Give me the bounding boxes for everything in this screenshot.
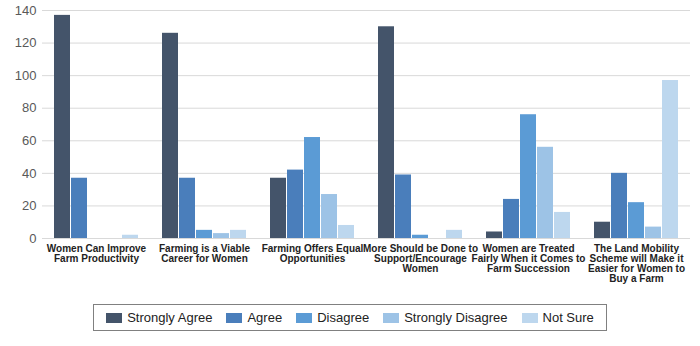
html-text:Strongly Disagree: Strongly Disagree — [404, 310, 508, 325]
svg-text:60: 60 — [22, 133, 36, 148]
svg-text:140: 140 — [15, 3, 37, 18]
html-text:Not Sure: Not Sure — [542, 310, 594, 325]
svg-text:Women Can ImproveFarm Producti: Women Can ImproveFarm Productivity — [47, 243, 147, 264]
svg-text:The Land MobilityScheme will M: The Land MobilityScheme will Make itEasi… — [588, 243, 685, 284]
svg-text:80: 80 — [22, 100, 36, 115]
svg-text:20: 20 — [22, 198, 36, 213]
svg-text:120: 120 — [15, 35, 37, 50]
html-text:Disagree: Disagree — [317, 310, 370, 325]
svg-text:Farming is a ViableCareer for: Farming is a ViableCareer for Women — [159, 243, 250, 264]
svg-text:100: 100 — [15, 68, 37, 83]
html-text:Strongly Agree: Strongly Agree — [127, 310, 213, 325]
svg-text:0: 0 — [29, 231, 36, 246]
svg-text:Women are TreatedFairly When i: Women are TreatedFairly When it Comes to… — [472, 243, 586, 274]
svg-text:40: 40 — [22, 166, 36, 181]
html-text:Agree: Agree — [247, 310, 283, 325]
svg-text:Farming Offers EqualOpportunit: Farming Offers EqualOpportunities — [262, 243, 364, 264]
svg-text:More Should be Done toSupport/: More Should be Done toSupport/EncourageW… — [363, 243, 478, 274]
